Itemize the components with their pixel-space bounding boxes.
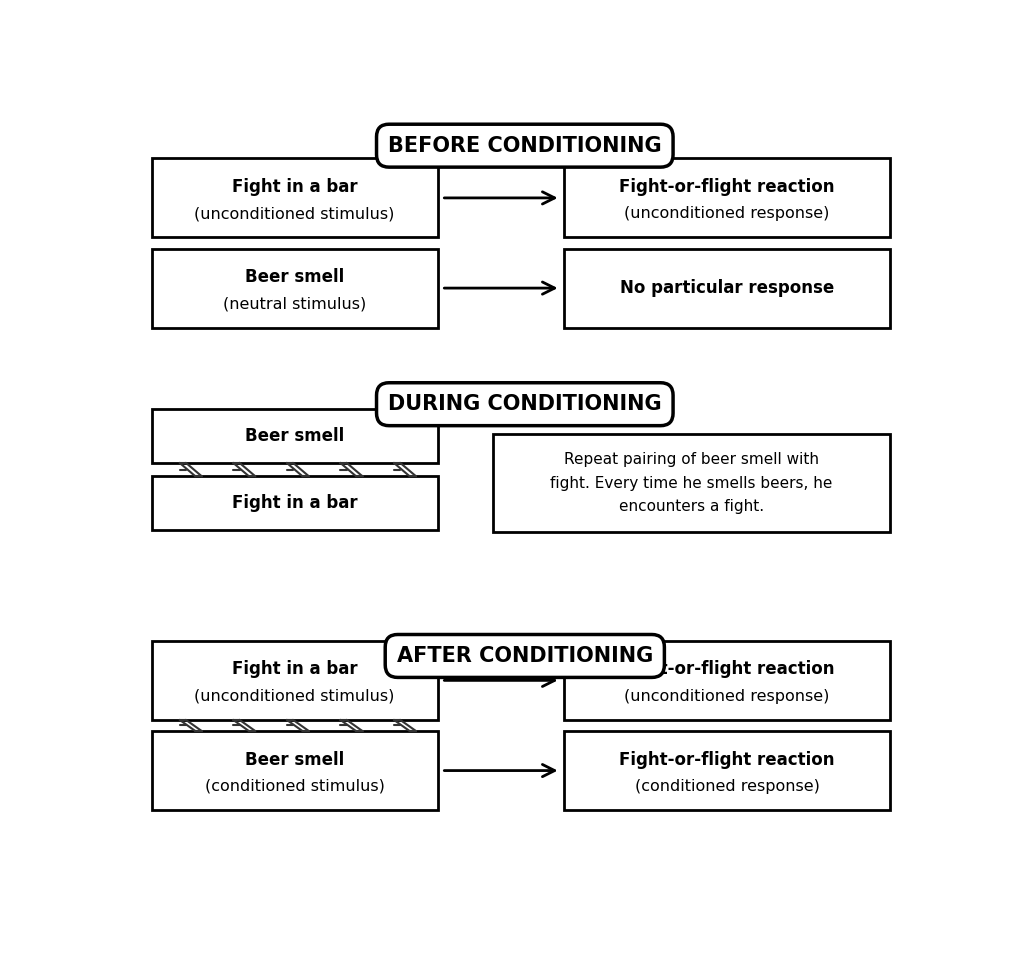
FancyBboxPatch shape (152, 476, 437, 531)
FancyBboxPatch shape (564, 731, 890, 810)
Text: Fight in a bar: Fight in a bar (231, 495, 357, 512)
Text: Fight in a bar: Fight in a bar (231, 178, 357, 196)
Text: Fight-or-flight reaction: Fight-or-flight reaction (620, 178, 835, 196)
Text: (conditioned stimulus): (conditioned stimulus) (205, 779, 385, 793)
Text: No particular response: No particular response (621, 279, 835, 297)
Text: AFTER CONDITIONING: AFTER CONDITIONING (396, 646, 653, 666)
FancyBboxPatch shape (564, 158, 890, 237)
Text: Fight in a bar: Fight in a bar (231, 661, 357, 678)
Text: Fight-or-flight reaction: Fight-or-flight reaction (620, 751, 835, 768)
FancyBboxPatch shape (152, 249, 437, 328)
FancyBboxPatch shape (152, 731, 437, 810)
FancyBboxPatch shape (564, 249, 890, 328)
Text: Beer smell: Beer smell (245, 268, 344, 286)
Text: Beer smell: Beer smell (245, 751, 344, 768)
FancyBboxPatch shape (564, 641, 890, 720)
Text: (unconditioned stimulus): (unconditioned stimulus) (195, 206, 395, 222)
Text: (unconditioned response): (unconditioned response) (625, 689, 829, 704)
Text: DURING CONDITIONING: DURING CONDITIONING (388, 394, 662, 414)
Text: BEFORE CONDITIONING: BEFORE CONDITIONING (388, 136, 662, 156)
FancyBboxPatch shape (152, 409, 437, 463)
Text: (unconditioned response): (unconditioned response) (625, 206, 829, 222)
Text: (unconditioned stimulus): (unconditioned stimulus) (195, 689, 395, 704)
Text: (conditioned response): (conditioned response) (635, 779, 819, 793)
Text: Beer smell: Beer smell (245, 427, 344, 445)
Text: Repeat pairing of beer smell with
fight. Every time he smells beers, he
encounte: Repeat pairing of beer smell with fight.… (550, 452, 833, 514)
Text: (neutral stimulus): (neutral stimulus) (223, 297, 367, 311)
FancyBboxPatch shape (152, 641, 437, 720)
Text: Fight-or-flight reaction: Fight-or-flight reaction (620, 661, 835, 678)
FancyBboxPatch shape (152, 158, 437, 237)
FancyBboxPatch shape (494, 434, 890, 532)
